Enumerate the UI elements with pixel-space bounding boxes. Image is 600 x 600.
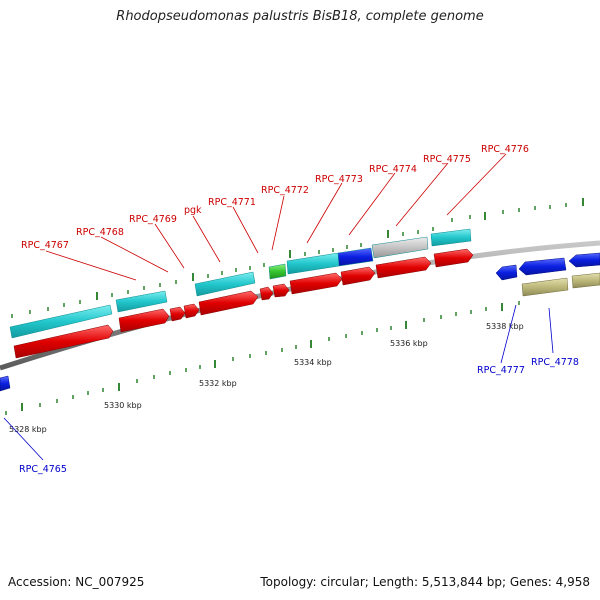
- gene-label[interactable]: RPC_4777: [477, 365, 525, 376]
- gene-label[interactable]: RPC_4765: [19, 464, 67, 475]
- forward-gene-labels: RPC_4767 RPC_4768 RPC_4769 pgk RPC_4771 …: [21, 144, 529, 281]
- gene-arrow[interactable]: [433, 248, 474, 268]
- gene-feature[interactable]: [115, 290, 168, 313]
- gene-arrow[interactable]: [169, 306, 186, 322]
- scale-label: 5336 kbp: [390, 339, 428, 348]
- gene-arrow[interactable]: [259, 286, 274, 301]
- gene-label[interactable]: RPC_4772: [261, 185, 309, 196]
- scale-label: 5338 kbp: [486, 322, 524, 331]
- gene-arrow[interactable]: [118, 308, 170, 333]
- gene-label[interactable]: RPC_4778: [531, 357, 579, 368]
- tick-track-upper: [11, 198, 584, 318]
- gene-feature[interactable]: [571, 272, 600, 289]
- gene-arrow[interactable]: [375, 256, 432, 279]
- gene-label[interactable]: RPC_4775: [423, 154, 471, 165]
- gene-feature[interactable]: [268, 263, 287, 280]
- gene-feature[interactable]: [430, 228, 472, 247]
- gene-label[interactable]: RPC_4767: [21, 240, 69, 251]
- map-title: Rhodopseudomonas palustris BisB18, compl…: [116, 9, 484, 24]
- reverse-gene-labels: RPC_4765 RPC_4777 RPC_4778: [3, 304, 579, 475]
- gene-arrow[interactable]: [340, 266, 376, 286]
- gene-label[interactable]: RPC_4769: [129, 214, 177, 225]
- gene-arrow[interactable]: [272, 283, 290, 298]
- gene-feature[interactable]: [337, 247, 374, 267]
- gene-arrow[interactable]: [518, 257, 567, 276]
- scale-label: 5332 kbp: [199, 379, 237, 388]
- gene-feature[interactable]: [194, 271, 256, 297]
- gene-arrow[interactable]: [13, 324, 114, 359]
- gene-feature[interactable]: [9, 304, 113, 339]
- scale-label: 5330 kbp: [104, 401, 142, 410]
- accession-text: Accession: NC_007925: [8, 575, 145, 589]
- gene-label[interactable]: pgk: [184, 205, 202, 216]
- tick-track-lower: [5, 301, 520, 415]
- gene-arrow[interactable]: [0, 375, 11, 392]
- gene-arrow[interactable]: [289, 272, 343, 295]
- scale-label: 5334 kbp: [294, 358, 332, 367]
- gene-label[interactable]: RPC_4773: [315, 174, 363, 185]
- forward-gene-track: [13, 248, 474, 359]
- gene-label[interactable]: RPC_4768: [76, 227, 124, 238]
- gene-label[interactable]: RPC_4771: [208, 197, 256, 208]
- gene-feature[interactable]: [286, 252, 340, 275]
- gene-arrow[interactable]: [198, 290, 259, 316]
- gene-label[interactable]: RPC_4776: [481, 144, 529, 155]
- gene-feature[interactable]: [371, 236, 429, 259]
- reverse-feature-track: [521, 272, 600, 297]
- gene-feature[interactable]: [521, 277, 569, 297]
- gene-arrow[interactable]: [495, 264, 518, 281]
- gene-label[interactable]: RPC_4774: [369, 164, 417, 175]
- genome-summary-text: Topology: circular; Length: 5,513,844 bp…: [260, 575, 590, 589]
- scale-label: 5328 kbp: [9, 425, 47, 434]
- forward-feature-track-outer: [9, 228, 472, 339]
- gene-arrow[interactable]: [183, 303, 200, 319]
- gene-arrow[interactable]: [568, 252, 600, 268]
- reverse-gene-track: [0, 252, 600, 392]
